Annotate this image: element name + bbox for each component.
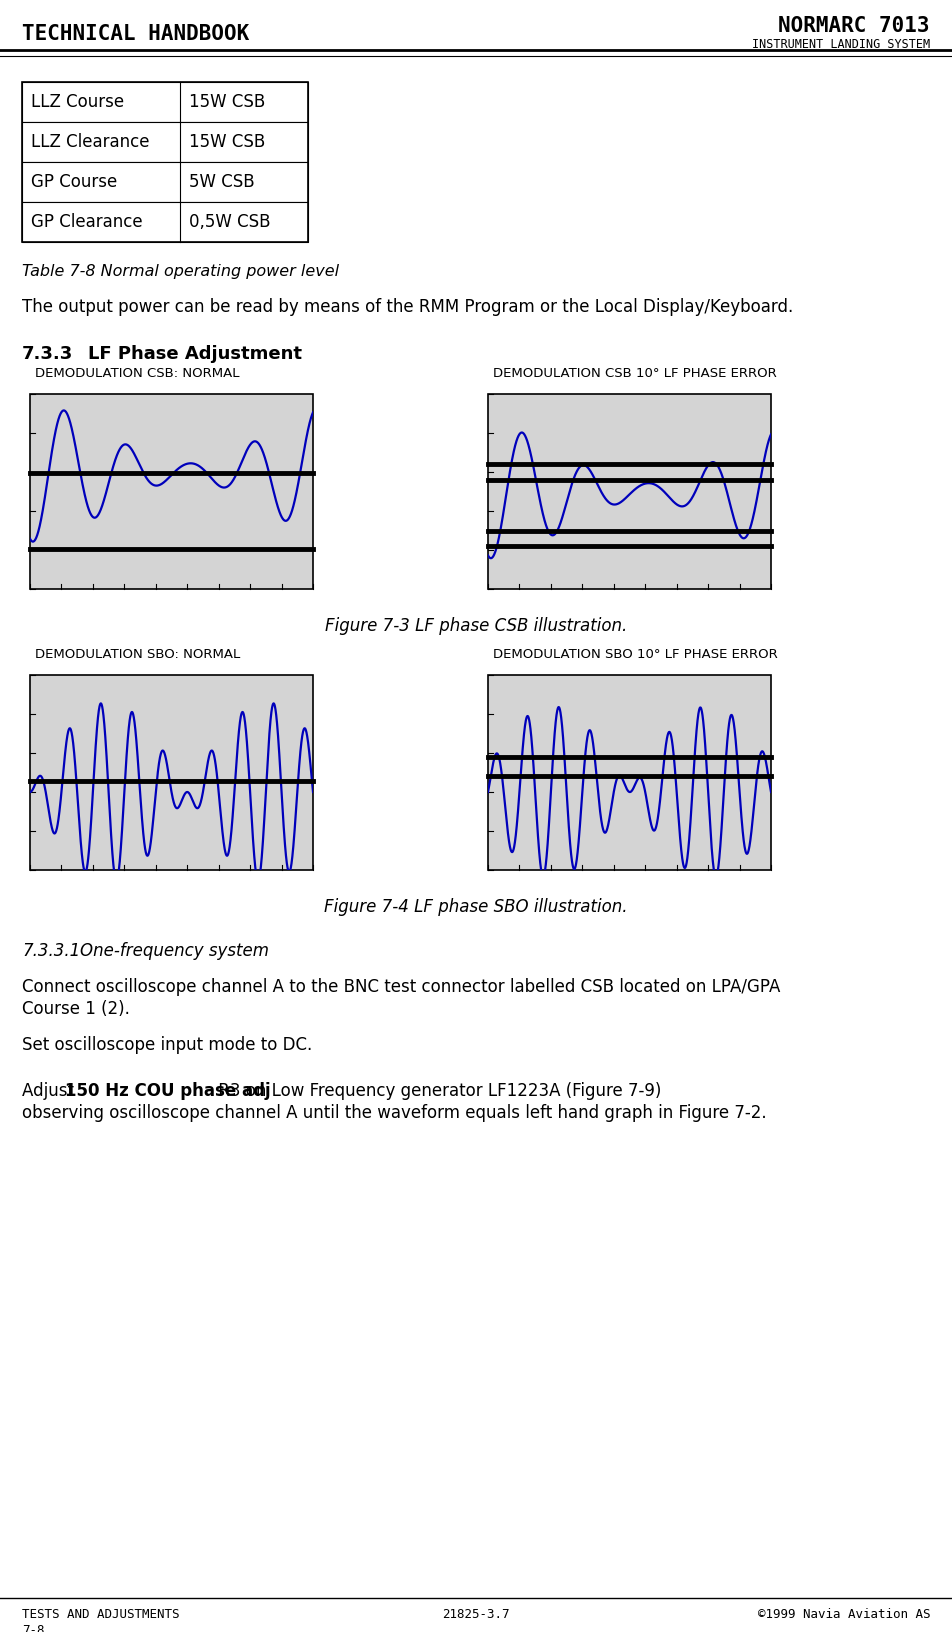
Text: 7-8: 7-8 xyxy=(22,1624,45,1632)
Text: 7.3.3: 7.3.3 xyxy=(22,344,73,362)
Bar xyxy=(30,676,313,870)
Text: Figure 7-3 LF phase CSB illustration.: Figure 7-3 LF phase CSB illustration. xyxy=(325,617,627,635)
Text: 15W CSB: 15W CSB xyxy=(189,93,266,111)
Text: GP Clearance: GP Clearance xyxy=(31,214,143,232)
Bar xyxy=(30,393,313,589)
Text: Table 7-8 Normal operating power level: Table 7-8 Normal operating power level xyxy=(22,264,339,279)
Bar xyxy=(488,676,771,870)
Text: 0,5W CSB: 0,5W CSB xyxy=(189,214,270,232)
Text: ©1999 Navia Aviation AS: ©1999 Navia Aviation AS xyxy=(758,1608,930,1621)
Bar xyxy=(22,162,308,202)
Text: Adjust: Adjust xyxy=(22,1082,79,1100)
Bar xyxy=(22,122,308,162)
Text: One-frequency system: One-frequency system xyxy=(80,942,269,960)
Text: DEMODULATION SBO 10° LF PHASE ERROR: DEMODULATION SBO 10° LF PHASE ERROR xyxy=(493,648,778,661)
Text: The output power can be read by means of the RMM Program or the Local Display/Ke: The output power can be read by means of… xyxy=(22,299,793,317)
Text: Connect oscilloscope channel A to the BNC test connector labelled CSB located on: Connect oscilloscope channel A to the BN… xyxy=(22,978,781,996)
Bar xyxy=(22,202,308,242)
Text: DEMODULATION CSB: NORMAL: DEMODULATION CSB: NORMAL xyxy=(35,367,240,380)
Text: INSTRUMENT LANDING SYSTEM: INSTRUMENT LANDING SYSTEM xyxy=(752,38,930,51)
Bar xyxy=(22,82,308,242)
Text: 21825-3.7: 21825-3.7 xyxy=(443,1608,509,1621)
Text: R3 on Low Frequency generator LF1223A (Figure 7-9): R3 on Low Frequency generator LF1223A (F… xyxy=(213,1082,662,1100)
Text: 150 Hz COU phase adj: 150 Hz COU phase adj xyxy=(65,1082,270,1100)
Text: LLZ Course: LLZ Course xyxy=(31,93,124,111)
Text: DEMODULATION CSB 10° LF PHASE ERROR: DEMODULATION CSB 10° LF PHASE ERROR xyxy=(493,367,777,380)
Text: 7.3.3.1: 7.3.3.1 xyxy=(22,942,80,960)
Text: GP Course: GP Course xyxy=(31,173,117,191)
Text: LLZ Clearance: LLZ Clearance xyxy=(31,132,149,152)
Bar xyxy=(22,82,308,122)
Text: 5W CSB: 5W CSB xyxy=(189,173,254,191)
Text: NORMARC 7013: NORMARC 7013 xyxy=(779,16,930,36)
Text: DEMODULATION SBO: NORMAL: DEMODULATION SBO: NORMAL xyxy=(35,648,240,661)
Text: LF Phase Adjustment: LF Phase Adjustment xyxy=(88,344,302,362)
Text: Figure 7-4 LF phase SBO illustration.: Figure 7-4 LF phase SBO illustration. xyxy=(325,898,627,916)
Text: 15W CSB: 15W CSB xyxy=(189,132,266,152)
Text: observing oscilloscope channel A until the waveform equals left hand graph in Fi: observing oscilloscope channel A until t… xyxy=(22,1103,766,1123)
Text: TECHNICAL HANDBOOK: TECHNICAL HANDBOOK xyxy=(22,24,249,44)
Text: Set oscilloscope input mode to DC.: Set oscilloscope input mode to DC. xyxy=(22,1036,312,1054)
Text: Course 1 (2).: Course 1 (2). xyxy=(22,1000,129,1018)
Text: TESTS AND ADJUSTMENTS: TESTS AND ADJUSTMENTS xyxy=(22,1608,180,1621)
Bar xyxy=(488,393,771,589)
